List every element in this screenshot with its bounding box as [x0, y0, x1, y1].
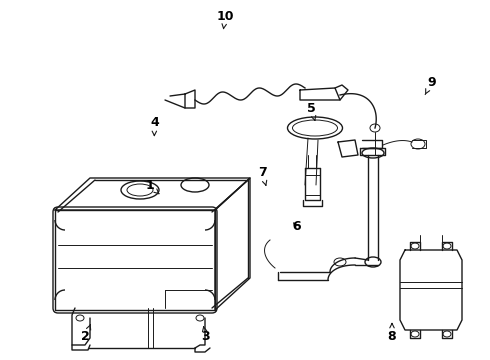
Text: 3: 3	[201, 327, 210, 343]
Text: 1: 1	[145, 179, 159, 194]
Text: 4: 4	[150, 116, 159, 136]
Text: 7: 7	[258, 166, 267, 185]
Text: 2: 2	[81, 325, 91, 343]
Text: 6: 6	[292, 220, 301, 233]
Text: 10: 10	[217, 10, 234, 29]
Text: 8: 8	[388, 323, 396, 343]
Text: 9: 9	[425, 76, 436, 95]
Text: 5: 5	[307, 102, 316, 121]
